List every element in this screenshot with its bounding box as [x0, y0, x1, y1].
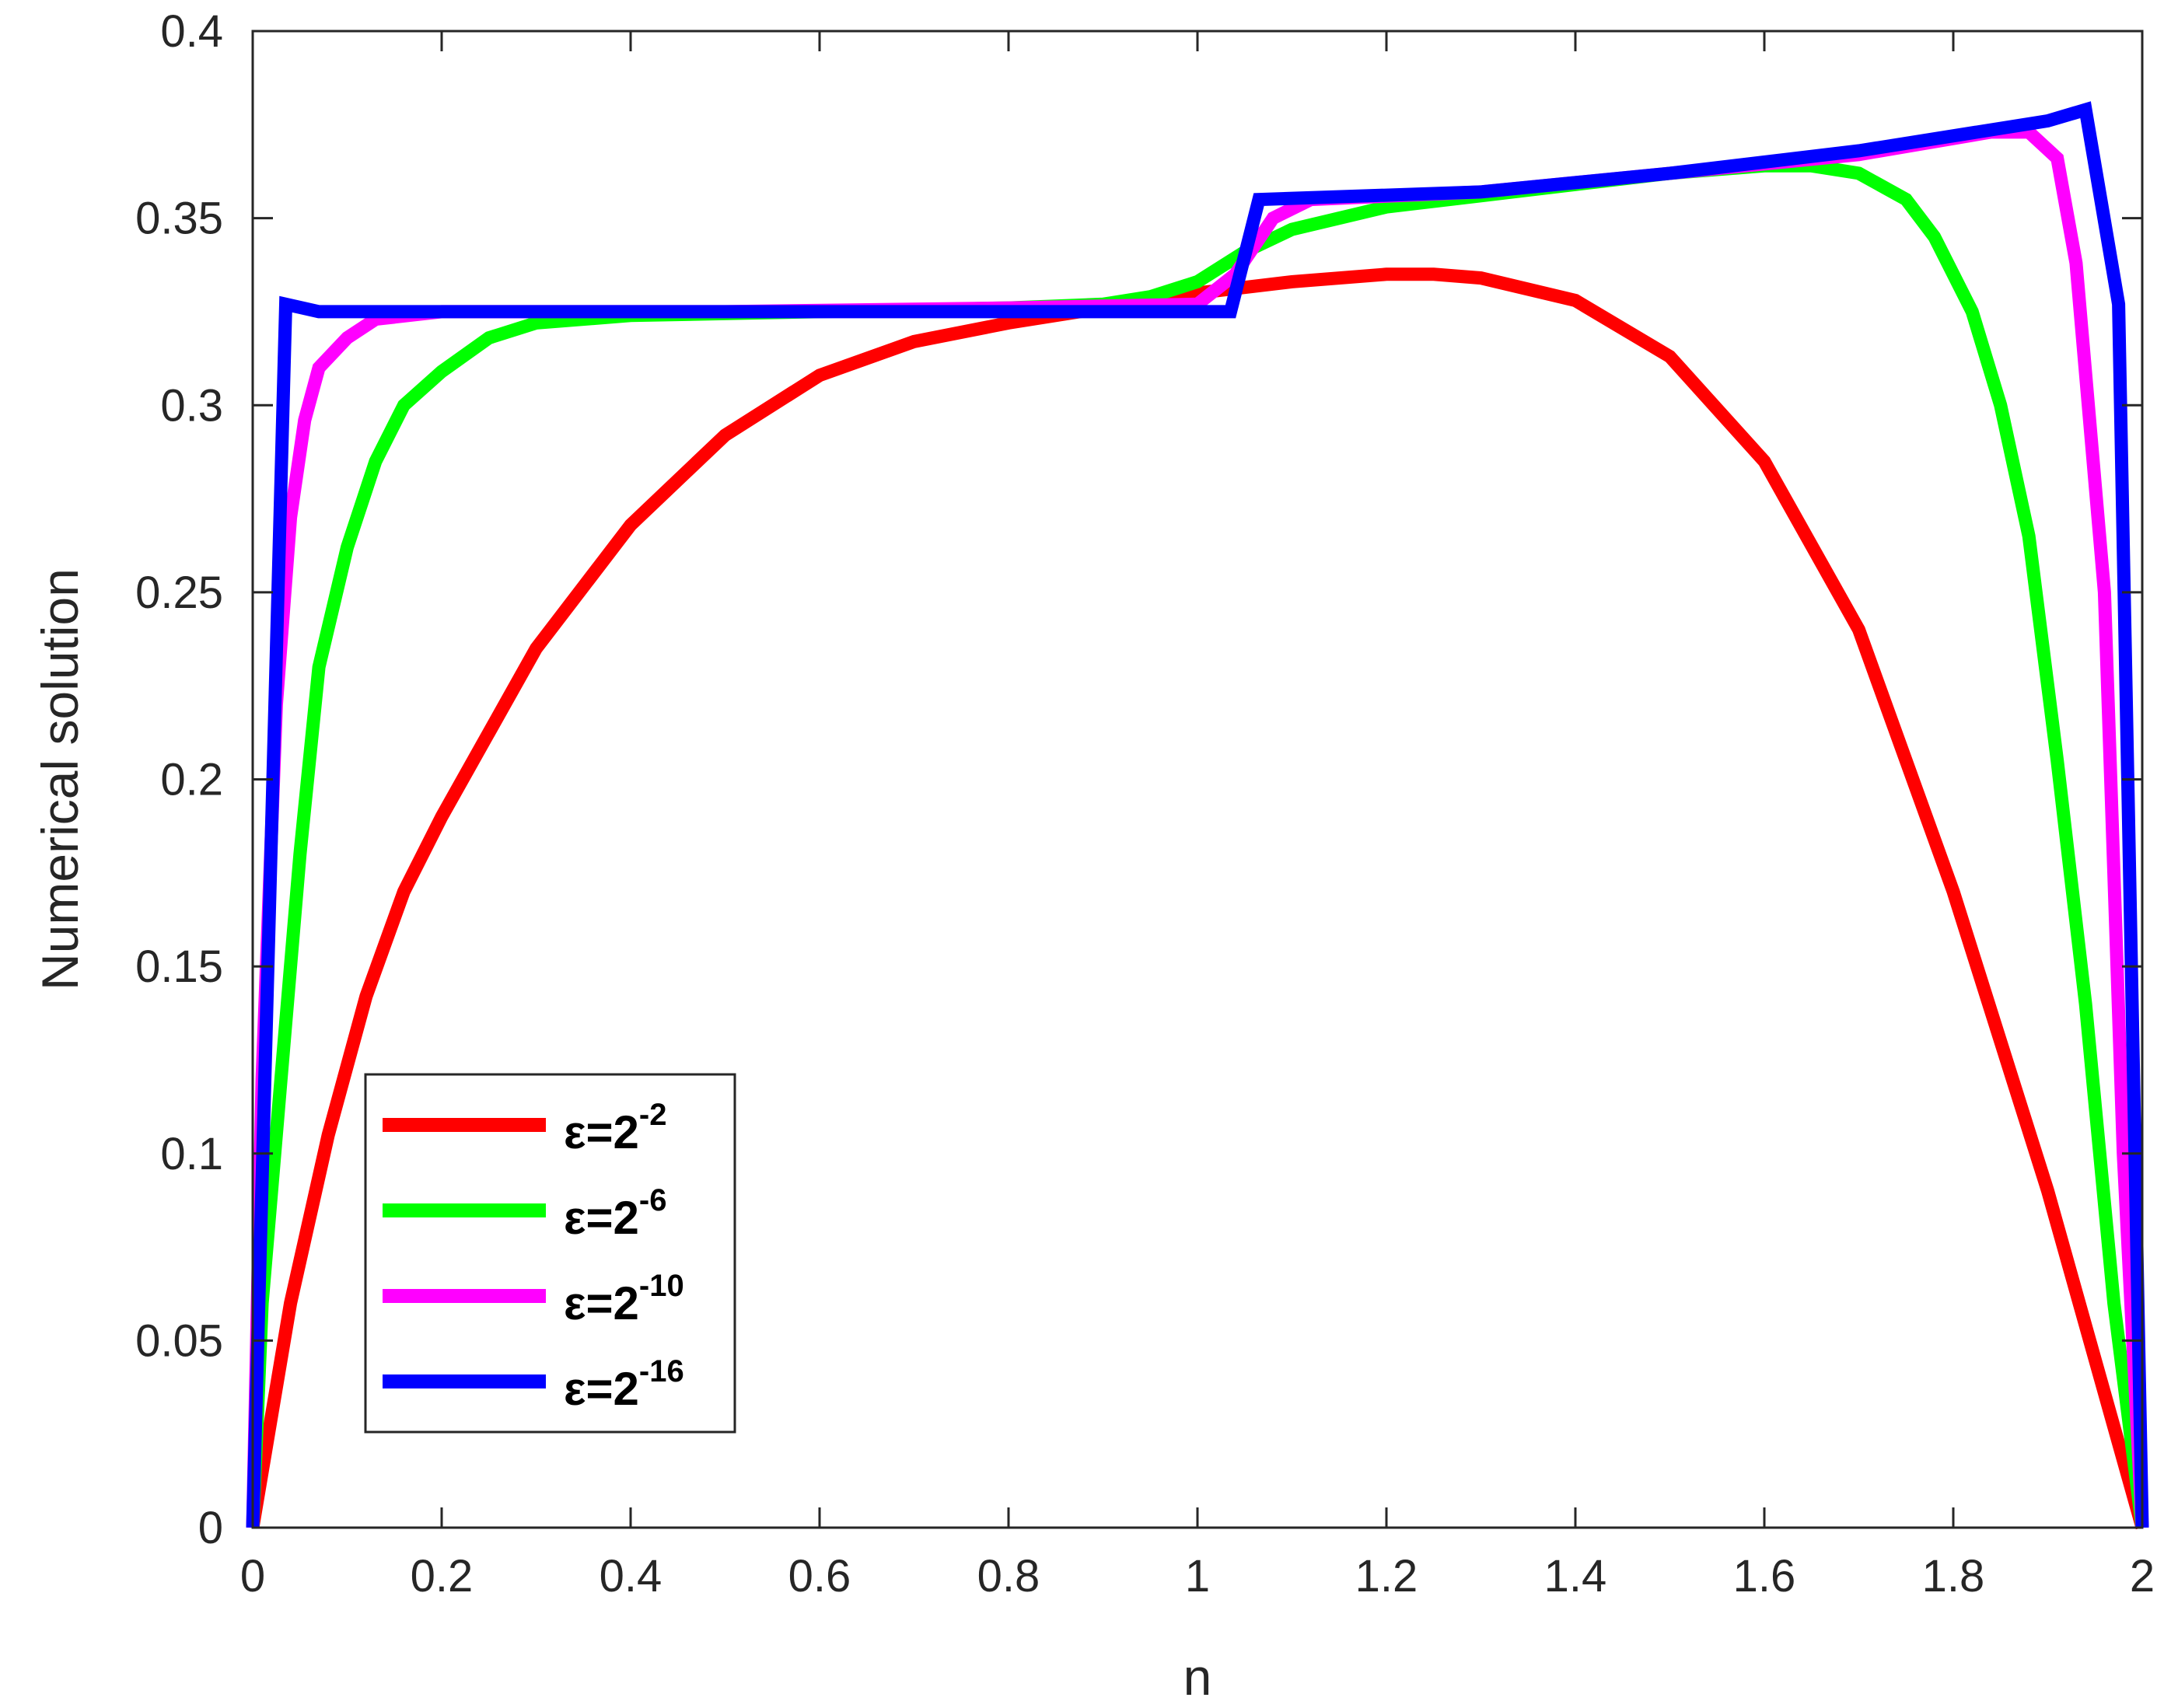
x-tick-label: 0 — [240, 1551, 265, 1601]
x-tick-label: 1 — [1185, 1551, 1210, 1601]
y-axis-label: Numerical solution — [31, 568, 89, 990]
y-tick-label: 0.4 — [160, 6, 223, 57]
y-axis-ticks: 0 0.05 0.1 0.15 0.2 0.25 0.3 0.35 0.4 — [135, 6, 2142, 1553]
y-tick-label: 0.1 — [160, 1129, 223, 1179]
series-line-4 — [246, 101, 2149, 1528]
y-tick-label: 0.15 — [135, 941, 223, 992]
y-tick-label: 0.35 — [135, 194, 223, 244]
y-tick-label: 0 — [198, 1503, 223, 1553]
x-tick-label: 1.8 — [1922, 1551, 1985, 1601]
legend-label: ε=2-16 — [564, 1354, 684, 1415]
y-tick-label: 0.05 — [135, 1315, 223, 1366]
x-tick-label: 0.4 — [600, 1551, 662, 1601]
series-layer — [246, 101, 2149, 1530]
y-tick-label: 0.3 — [160, 380, 223, 431]
legend-label: ε=2-10 — [564, 1269, 684, 1329]
x-tick-label: 1.2 — [1355, 1551, 1418, 1601]
x-tick-label: 2 — [2130, 1551, 2155, 1601]
legend: ε=2-2 ε=2-6 ε=2-10 ε=2-16 — [364, 1073, 736, 1434]
x-tick-label: 1.6 — [1733, 1551, 1796, 1601]
x-tick-label: 0.8 — [977, 1551, 1040, 1601]
y-tick-label: 0.25 — [135, 568, 223, 618]
legend-label: ε=2-2 — [564, 1098, 666, 1158]
y-tick-label: 0.2 — [160, 755, 223, 805]
x-axis-label: n — [1183, 1648, 1212, 1706]
x-tick-label: 1.4 — [1544, 1551, 1607, 1601]
legend-box — [364, 1073, 736, 1434]
x-axis-ticks: 0 0.2 0.4 0.6 0.8 1 1.2 1.4 1.6 1.8 2 — [240, 31, 2155, 1601]
x-tick-label: 0.6 — [788, 1551, 851, 1601]
legend-label: ε=2-6 — [564, 1183, 666, 1244]
x-tick-label: 0.2 — [411, 1551, 474, 1601]
